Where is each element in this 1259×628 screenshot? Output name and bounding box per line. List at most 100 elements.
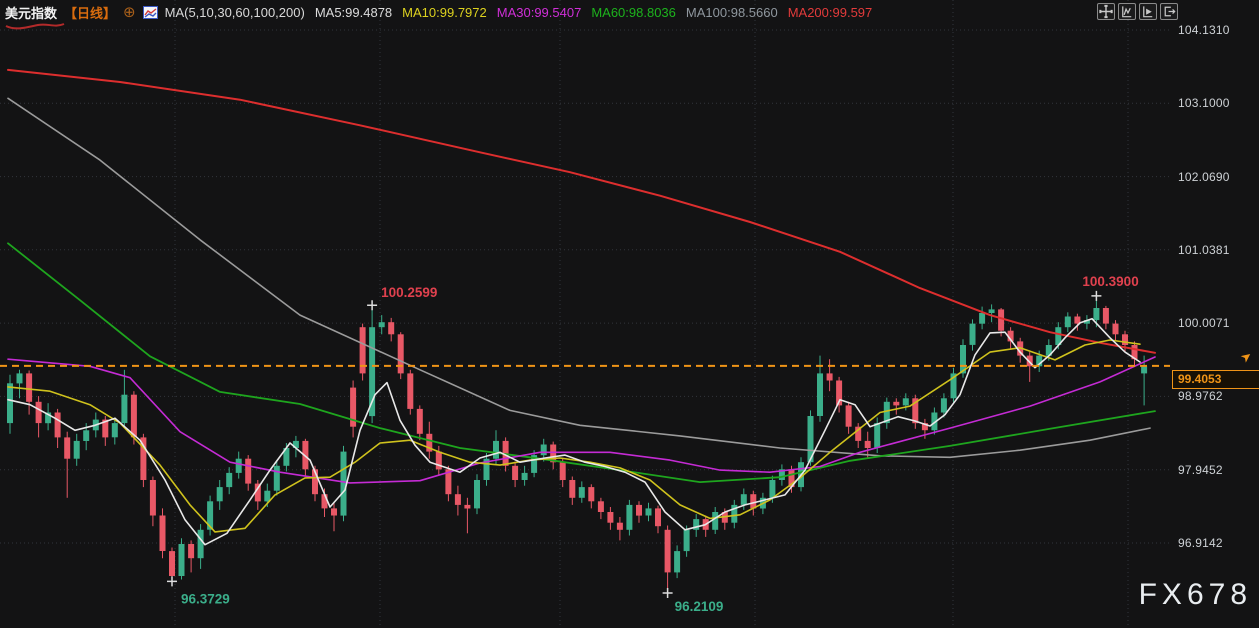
ma-legend-item: MA30:99.5407 bbox=[496, 4, 582, 20]
candle-body bbox=[178, 544, 185, 576]
page-title: 美元指数 bbox=[5, 5, 58, 21]
crosshair-icon bbox=[1099, 4, 1113, 19]
extreme-price-label: 100.3900 bbox=[1082, 274, 1138, 289]
candle-body bbox=[836, 380, 843, 406]
candle-body bbox=[950, 373, 957, 399]
candle-body bbox=[483, 458, 490, 480]
ma-group-label: MA(5,10,30,60,100,200) bbox=[164, 4, 305, 20]
candle-body bbox=[607, 512, 614, 523]
ma-legend-item: MA5:99.4878 bbox=[314, 4, 393, 20]
candle-body bbox=[64, 437, 71, 459]
price-axis[interactable]: 104.1310 103.1000 102.0690 101.0381 100.0071… bbox=[1170, 0, 1259, 628]
candle-body bbox=[912, 398, 919, 424]
red-scribble bbox=[5, 23, 65, 30]
chart-toolbar bbox=[1097, 3, 1178, 20]
period-badge[interactable]: 【日线】 bbox=[64, 5, 117, 21]
candle-body bbox=[683, 529, 690, 552]
candle-body bbox=[874, 423, 881, 448]
candle-body bbox=[1102, 308, 1109, 324]
candle-body bbox=[969, 323, 976, 345]
chart-style-icon[interactable] bbox=[142, 5, 158, 19]
extreme-price-label: 96.3729 bbox=[181, 591, 230, 606]
candle-body bbox=[1093, 308, 1100, 321]
candle-body bbox=[512, 465, 519, 480]
candle-body bbox=[407, 373, 414, 409]
candle-body bbox=[674, 551, 681, 573]
candle-body bbox=[893, 401, 900, 406]
candle-body bbox=[474, 480, 480, 509]
candle-body bbox=[712, 512, 719, 530]
axis-label: 102.0690 bbox=[1178, 170, 1230, 184]
axis-right-icon bbox=[1143, 6, 1153, 18]
axis-right-button[interactable] bbox=[1139, 3, 1157, 20]
axis-label: 104.1310 bbox=[1178, 23, 1230, 37]
candle-body bbox=[235, 458, 242, 473]
exit-chart-button[interactable] bbox=[1160, 3, 1178, 20]
candle-body bbox=[597, 501, 604, 512]
candle-body bbox=[226, 472, 233, 488]
ma-legend-item: MA10:99.7972 bbox=[402, 4, 487, 20]
ma-legend-item: MA60:98.8036 bbox=[591, 4, 676, 20]
candle-body bbox=[207, 501, 214, 530]
candle-body bbox=[445, 469, 452, 495]
axis-label: 101.0381 bbox=[1178, 243, 1230, 257]
candle-body bbox=[616, 522, 623, 530]
candle-body bbox=[645, 508, 652, 516]
candle-body bbox=[54, 412, 61, 438]
price-chart[interactable]: 100.2599 100.3900 96.3729 96.2109 bbox=[0, 0, 1170, 628]
candle-body bbox=[331, 508, 337, 516]
candle-body bbox=[845, 405, 852, 427]
axis-label: 103.1000 bbox=[1178, 96, 1230, 110]
candle-body bbox=[1131, 345, 1138, 360]
candle-body bbox=[1055, 327, 1062, 345]
candle-body bbox=[864, 440, 871, 448]
candle-body bbox=[807, 416, 814, 463]
candle-body bbox=[7, 383, 13, 424]
candle-body bbox=[369, 327, 376, 417]
candle-body bbox=[636, 504, 642, 516]
axis-label: 100.0071 bbox=[1178, 316, 1230, 330]
candle-body bbox=[540, 444, 547, 456]
candle-body bbox=[788, 469, 795, 488]
axis-left-icon bbox=[1122, 6, 1132, 18]
candle-body bbox=[454, 494, 461, 505]
candle-body bbox=[1083, 320, 1090, 324]
ma-line-ma200 bbox=[7, 68, 1156, 354]
candle-body bbox=[397, 334, 404, 374]
current-price-value: 99.4053 bbox=[1178, 372, 1222, 386]
ma-legend-item: MA200:99.597 bbox=[787, 4, 873, 20]
axis-label: 97.9452 bbox=[1178, 463, 1223, 477]
candle-body bbox=[388, 322, 395, 335]
candle-body bbox=[493, 440, 499, 459]
candle-body bbox=[940, 398, 947, 413]
chart-header: 美元指数 【日线】 ⊕ MA(5,10,30,60,100,200) MA5:9… bbox=[5, 2, 882, 22]
candle-body bbox=[1112, 323, 1119, 335]
add-indicator-icon[interactable]: ⊕ bbox=[123, 3, 136, 21]
candle-body bbox=[83, 430, 90, 441]
candle-body bbox=[902, 398, 909, 406]
extreme-price-label: 100.2599 bbox=[381, 285, 437, 300]
candle-body bbox=[130, 394, 137, 438]
candle-body bbox=[1122, 334, 1128, 345]
candle-body bbox=[998, 309, 1005, 331]
candle-body bbox=[655, 508, 661, 527]
candle-body bbox=[921, 423, 928, 431]
axis-left-button[interactable] bbox=[1118, 3, 1136, 20]
candle-body bbox=[435, 451, 442, 470]
candle-body bbox=[578, 487, 585, 498]
candle-body bbox=[559, 462, 566, 480]
ma-line-ma30 bbox=[7, 356, 1156, 484]
candle-body bbox=[521, 472, 528, 480]
crosshair-button[interactable] bbox=[1097, 3, 1115, 20]
candle-body bbox=[169, 551, 175, 576]
candle-body bbox=[1026, 355, 1033, 367]
extreme-cross-marker bbox=[167, 576, 177, 587]
candle-body bbox=[1141, 365, 1148, 374]
candle-body bbox=[626, 504, 633, 530]
candle-body bbox=[111, 423, 118, 438]
candle-body bbox=[531, 455, 538, 473]
current-price-tag: 99.4053 bbox=[1172, 370, 1259, 389]
candle-body bbox=[693, 519, 700, 530]
candle-body bbox=[464, 504, 471, 509]
